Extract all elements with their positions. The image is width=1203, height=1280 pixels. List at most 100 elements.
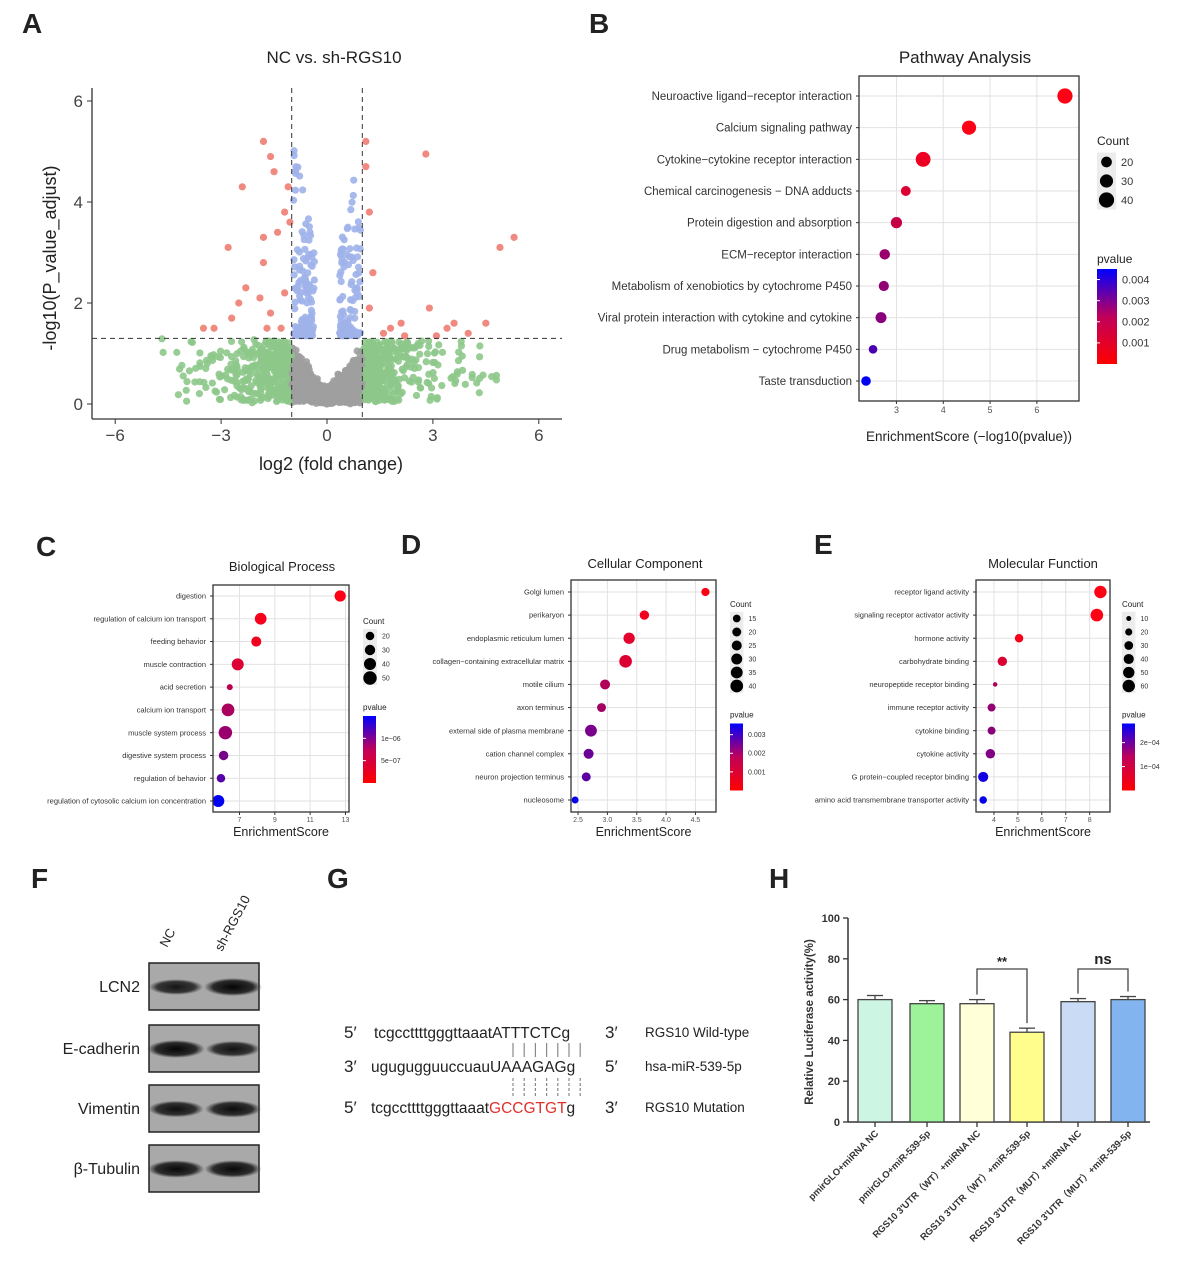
- volcano-point: [454, 357, 463, 365]
- x-tick-label: 6: [1040, 817, 1044, 824]
- volcano-point: [346, 296, 355, 304]
- volcano-point: [291, 305, 299, 313]
- count-legend-dot: [731, 653, 743, 665]
- term-label: Taste transduction: [759, 376, 852, 388]
- strand-end-label: 3′: [605, 1098, 618, 1117]
- x-axis-label: EnrichmentScore: [233, 825, 329, 839]
- volcano-point: [402, 363, 410, 371]
- volcano-point: [279, 340, 287, 348]
- volcano-point: [299, 186, 307, 194]
- term-label: Cytokine−cytokine receptor interaction: [657, 154, 852, 166]
- volcano-point-significant: [386, 324, 395, 332]
- volcano-point: [247, 348, 255, 357]
- volcano-point: [291, 284, 300, 292]
- volcano-point-significant: [270, 168, 278, 176]
- count-legend-dot: [364, 644, 376, 656]
- volcano-point: [257, 394, 265, 402]
- volcano-point: [430, 374, 438, 382]
- volcano-point: [179, 372, 187, 380]
- count-legend-dot: [363, 657, 377, 671]
- x-tick-label: 3.0: [603, 817, 613, 824]
- term-label: carbohydrate binding: [899, 657, 969, 666]
- volcano-point: [290, 147, 298, 155]
- volcano-point-significant: [263, 324, 271, 332]
- volcano-point: [182, 386, 190, 394]
- term-label: calcium ion transport: [137, 706, 207, 715]
- x-tick-label: −6: [106, 426, 125, 445]
- x-axis-label: EnrichmentScore (−log10(pvalue)): [866, 429, 1072, 444]
- enrichment-dot: [997, 656, 1008, 667]
- colorbar-tick-label: 1e−04: [1140, 764, 1160, 771]
- volcano-point: [365, 381, 373, 389]
- seed-site: ATTTCTC: [492, 1025, 561, 1042]
- y-axis-label: -log10(P_value_adjust): [40, 165, 61, 350]
- western-blot: NC sh-RGS10 LCN2 E-cadherin Vimentin β-Tubuli…: [63, 893, 262, 1193]
- term-label: Protein digestion and absorption: [687, 218, 852, 230]
- x-tick-label: −3: [211, 426, 230, 445]
- y-tick-label: 20: [828, 1076, 840, 1088]
- volcano-point: [291, 186, 300, 194]
- volcano-point: [361, 392, 369, 401]
- volcano-point: [262, 348, 270, 356]
- count-legend-label: 30: [1141, 643, 1149, 650]
- volcano-point-significant: [362, 137, 370, 145]
- protein-label: Vimentin: [78, 1101, 140, 1118]
- sequence: ugugugguuccuauUAAAGAGg: [371, 1059, 575, 1076]
- volcano-point: [183, 397, 191, 405]
- bar: [909, 1003, 945, 1123]
- pvalue-legend-title: pvalue: [363, 703, 387, 712]
- volcano-point: [300, 231, 308, 239]
- volcano-point: [338, 233, 346, 241]
- term-label: neuron projection terminus: [475, 773, 564, 782]
- volcano-point: [279, 382, 287, 391]
- count-legend-title: Count: [1122, 600, 1144, 609]
- pvalue-colorbar: [1097, 269, 1117, 364]
- term-label: muscle contraction: [143, 660, 206, 669]
- term-label: regulation of behavior: [134, 774, 207, 783]
- pvalue-legend-title: pvalue: [730, 711, 754, 720]
- volcano-point: [408, 355, 416, 363]
- volcano-point-significant: [510, 233, 518, 241]
- volcano-point: [196, 359, 204, 367]
- count-legend-label: 20: [1121, 157, 1133, 169]
- panel-label-a: A: [22, 8, 42, 39]
- sequence-plain: ugugugguuccuau: [371, 1059, 490, 1076]
- volcano-point: [260, 358, 268, 367]
- volcano-point: [423, 350, 432, 358]
- volcano-point: [356, 278, 364, 286]
- panel-label-h: H: [769, 863, 789, 894]
- volcano-point: [414, 378, 422, 386]
- volcano-point-significant: [422, 150, 430, 158]
- volcano-point: [311, 395, 319, 403]
- volcano-point: [302, 257, 310, 265]
- volcano-point-significant: [259, 259, 268, 267]
- seed-site: GCCGTGT: [489, 1100, 567, 1117]
- volcano-point: [159, 348, 167, 356]
- volcano-point: [476, 342, 484, 350]
- volcano-point-significant: [273, 228, 282, 236]
- enrichment-dot: [600, 679, 611, 690]
- volcano-point: [246, 388, 254, 396]
- volcano-point: [280, 357, 288, 365]
- enrichment-dot: [979, 796, 987, 804]
- volcano-point: [295, 266, 304, 274]
- volcano-point: [425, 342, 433, 351]
- seed-site: UAAAGAG: [490, 1059, 567, 1076]
- volcano-point-significant: [284, 183, 292, 191]
- volcano-point: [230, 391, 238, 399]
- volcano-point: [274, 352, 282, 360]
- volcano-point: [435, 341, 443, 349]
- volcano-point: [195, 390, 204, 398]
- volcano-point: [380, 390, 389, 398]
- bar: [857, 998, 893, 1123]
- volcano-point: [422, 358, 430, 366]
- sequence-name: RGS10 Mutation: [645, 1100, 745, 1115]
- plot-border: [858, 75, 1080, 402]
- chart-title: Molecular Function: [988, 556, 1098, 571]
- volcano-point: [307, 306, 315, 314]
- volcano-point: [196, 349, 204, 357]
- significance-bracket: [976, 968, 1028, 1024]
- volcano-point: [370, 361, 378, 370]
- enrichment-dot: [254, 612, 267, 625]
- volcano-point: [378, 376, 386, 384]
